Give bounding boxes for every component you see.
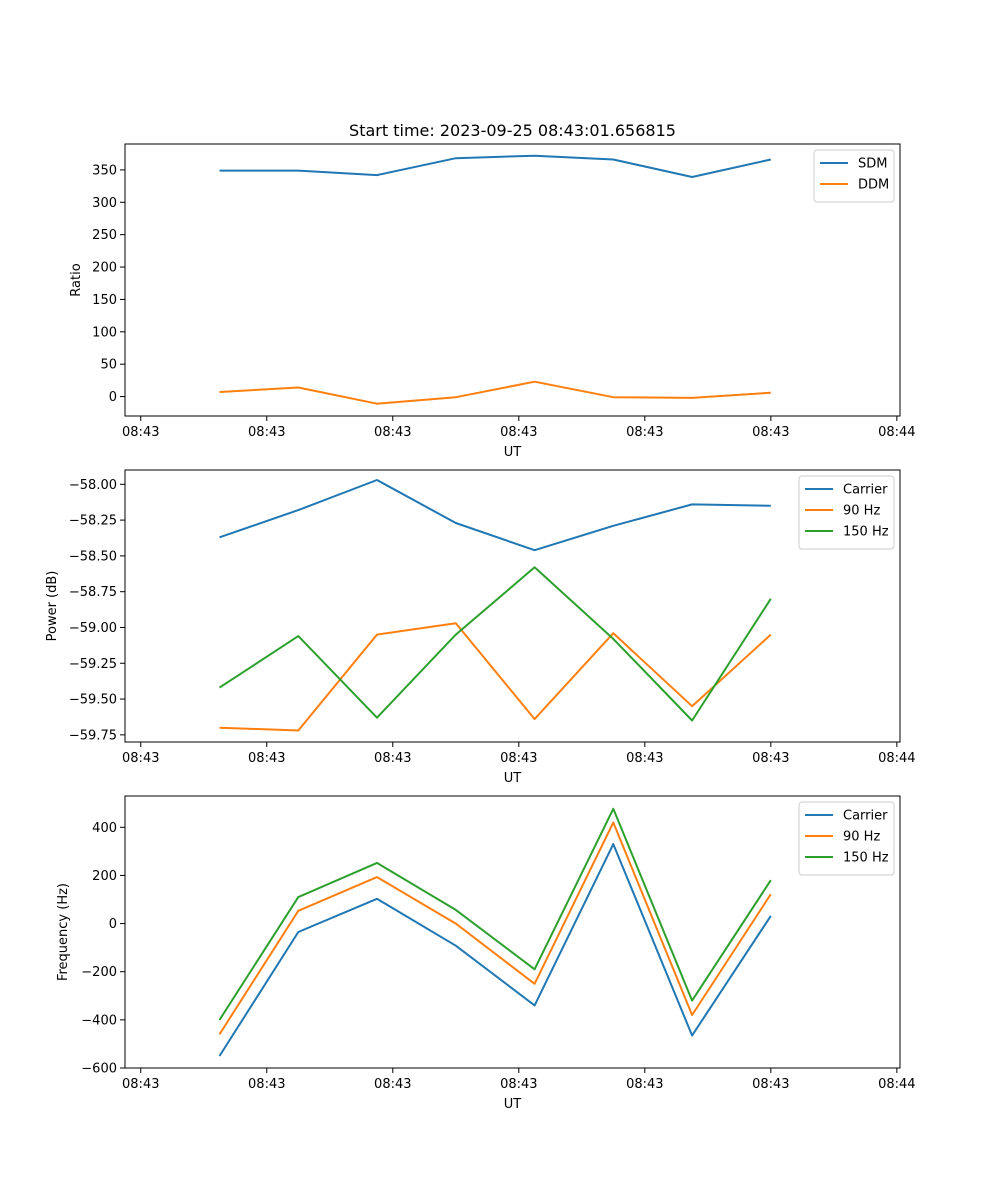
y-tick-label: 100 (92, 325, 117, 340)
y-tick-label: −58.25 (69, 514, 117, 529)
legend: Carrier 90 Hz 150 Hz (798, 801, 895, 876)
chart-panel-1: 08:43 08:43 08:43 08:43 08:43 08:43 08:44 0 50 10… (69, 121, 916, 460)
x-axis-label: UT (504, 445, 522, 460)
y-tick-label: 0 (109, 390, 117, 405)
legend-label: SDM (858, 157, 887, 172)
y-axis-label: Ratio (69, 263, 84, 296)
x-tick-label: 08:43 (374, 1077, 411, 1092)
x-tick-label: 08:43 (374, 751, 411, 766)
x-tick-label: 08:44 (878, 1077, 915, 1092)
legend-label: 150 Hz (843, 525, 889, 540)
series-line-150-hz (218, 566, 772, 722)
legend: SDM DDM (813, 149, 895, 203)
series-line-90-hz (218, 821, 772, 1035)
x-tick-label: 08:43 (500, 751, 537, 766)
axes-frame (124, 469, 901, 743)
legend-label: DDM (858, 178, 889, 193)
series-line-90-hz (219, 622, 772, 732)
x-tick-label: 08:43 (626, 751, 663, 766)
x-axis-label: UT (504, 771, 522, 786)
y-tick-label: −59.50 (69, 693, 117, 708)
y-tick-label: −600 (81, 1062, 117, 1077)
x-tick-label: 08:43 (500, 425, 537, 440)
y-tick-label: −400 (81, 1013, 117, 1028)
series-line-150-hz (218, 807, 772, 1021)
y-tick-label: −58.75 (69, 585, 117, 600)
x-tick-label: 08:43 (500, 1077, 537, 1092)
y-tick-label: 200 (92, 261, 117, 276)
axes-frame (124, 795, 901, 1069)
x-tick-label: 08:43 (248, 751, 285, 766)
chart-panel-3: 08:43 08:43 08:43 08:43 08:43 08:43 08:44 −600 −… (56, 795, 916, 1112)
x-tick-label: 08:43 (752, 425, 789, 440)
y-tick-label: 400 (92, 821, 117, 836)
x-tick-label: 08:44 (878, 751, 915, 766)
axes-frame (124, 143, 901, 417)
x-tick-label: 08:44 (878, 425, 915, 440)
y-tick-label: −58.00 (69, 478, 117, 493)
series-line-ddm (219, 380, 771, 405)
y-tick-label: 50 (100, 358, 117, 373)
x-axis-label: UT (504, 1097, 522, 1112)
x-tick-label: 08:43 (752, 751, 789, 766)
series-line-carrier (219, 479, 771, 552)
y-tick-label: 300 (92, 196, 117, 211)
y-tick-label: −59.75 (69, 728, 117, 743)
x-tick-label: 08:43 (122, 1077, 159, 1092)
legend-label: Carrier (843, 809, 888, 824)
chart-title: Start time: 2023-09-25 08:43:01.656815 (349, 121, 676, 140)
legend-label: 90 Hz (843, 504, 880, 519)
y-axis-label: Power (dB) (45, 571, 60, 642)
y-tick-label: 150 (92, 293, 117, 308)
chart-panel-2: 08:43 08:43 08:43 08:43 08:43 08:43 08:44 −59.7… (45, 469, 916, 786)
x-tick-label: 08:43 (122, 425, 159, 440)
y-tick-label: −59.00 (69, 621, 117, 636)
x-tick-label: 08:43 (248, 425, 285, 440)
y-tick-label: −200 (81, 965, 117, 980)
x-tick-label: 08:43 (626, 425, 663, 440)
legend-label: 150 Hz (843, 851, 889, 866)
x-tick-label: 08:43 (752, 1077, 789, 1092)
x-tick-label: 08:43 (374, 425, 411, 440)
legend-label: 90 Hz (843, 830, 880, 845)
series-line-carrier (218, 843, 772, 1057)
y-tick-label: −58.50 (69, 549, 117, 564)
y-tick-label: 250 (92, 228, 117, 243)
legend-label: Carrier (843, 483, 888, 498)
y-tick-label: 0 (109, 917, 117, 932)
legend: Carrier 90 Hz 150 Hz (798, 475, 895, 550)
y-axis-label: Frequency (Hz) (56, 883, 71, 981)
x-tick-label: 08:43 (626, 1077, 663, 1092)
x-tick-label: 08:43 (122, 751, 159, 766)
series-line-sdm (219, 154, 772, 178)
y-tick-label: 200 (92, 869, 117, 884)
x-tick-label: 08:43 (248, 1077, 285, 1092)
y-tick-label: 350 (92, 163, 117, 178)
y-tick-label: −59.25 (69, 657, 117, 672)
